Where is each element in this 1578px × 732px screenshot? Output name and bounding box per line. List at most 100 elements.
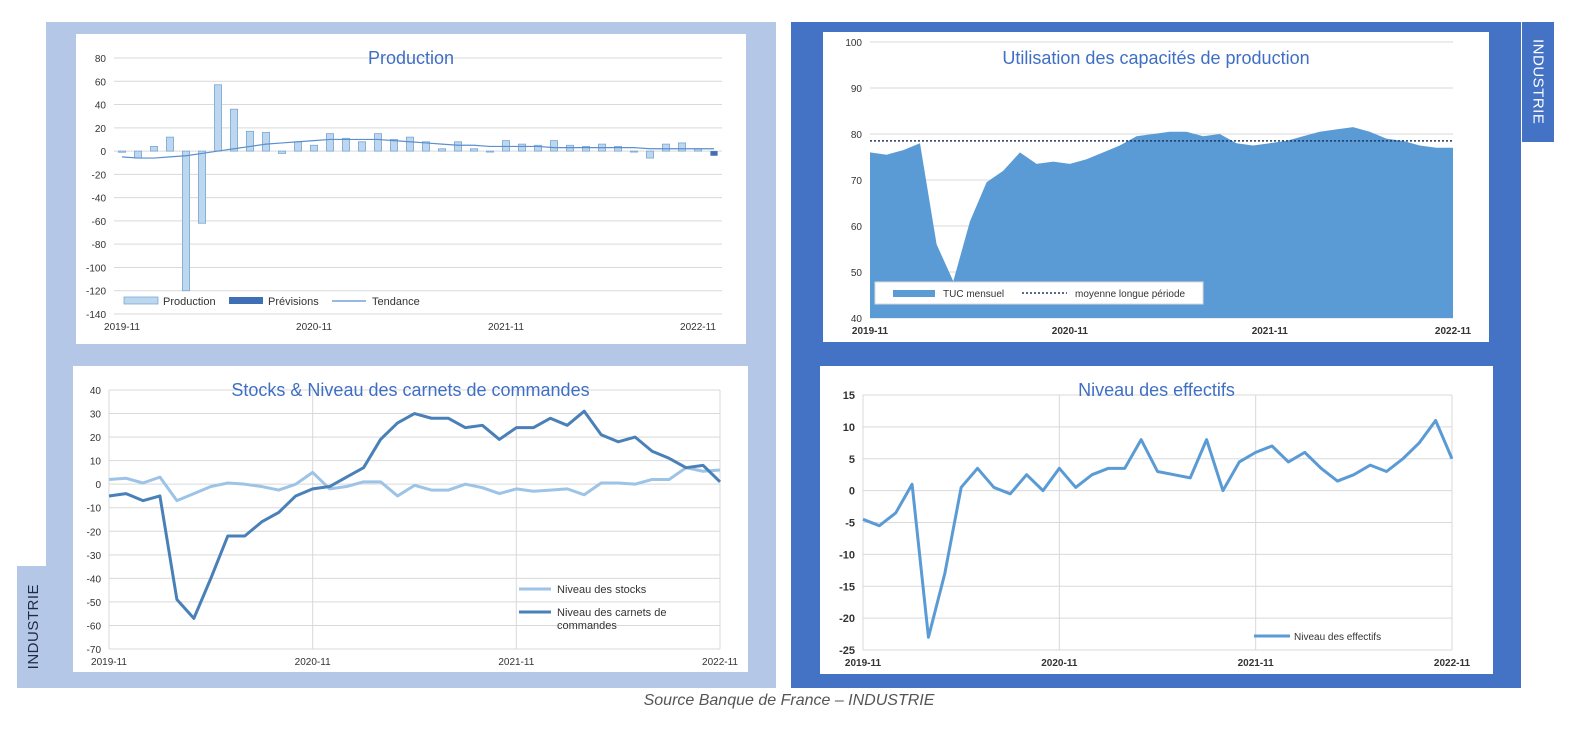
y-tick-label: -60 [92,217,107,228]
production-bar [373,133,382,152]
y-tick-label: -20 [92,170,107,181]
y-tick-label: 20 [95,124,107,135]
production-bar [405,136,414,152]
production-bar [421,141,430,152]
y-tick-label: 10 [843,422,855,434]
y-tick-label: 40 [95,101,107,112]
production-bar [533,144,542,152]
legend-label-carnets: Niveau des carnets de commandes [557,607,666,632]
tuc-chart-card: 100 90 80 70 60 50 40 2019-11 2020-11 2021-11 2022… [823,32,1489,342]
y-tick-label: 80 [851,130,863,141]
legend-label-production: Production [163,296,216,308]
production-bar [118,150,127,153]
production-chart-card: 80 60 40 20 0 -20 -40 -60 -80 -100 -120 -140 2019-11… [76,34,746,344]
production-bar [309,144,318,152]
y-tick-label: 15 [843,390,855,402]
legend-label-previsions: Prévisions [268,296,319,308]
production-bar [630,150,639,153]
y-tick-label: 0 [95,480,101,491]
x-tick-label: 2022-11 [702,657,738,668]
production-bar [293,141,302,152]
legend-swatch-previsions [229,297,263,304]
production-bar [325,133,334,152]
stocks-line [108,466,721,503]
production-bar [341,137,350,152]
y-tick-label: -40 [92,194,107,205]
y-tick-label: -25 [839,645,855,657]
production-bar [517,143,526,152]
y-tick-label: -30 [87,551,102,562]
x-tick-label: 2019-11 [91,657,127,668]
y-tick-label: 40 [851,314,863,325]
production-bar [229,108,238,152]
legend-label-effectifs: Niveau des effectifs [1294,632,1381,643]
y-tick-label: -20 [87,527,102,538]
legend-label-carnets-line2: commandes [557,620,617,632]
production-chart-title: Production [367,48,455,68]
legend-label-tuc: TUC mensuel [943,289,1004,300]
production-bar [614,146,623,152]
x-tick-label: 2022-11 [1435,326,1472,337]
y-tick-label: -10 [839,549,855,561]
production-chart: 80 60 40 20 0 -20 -40 -60 -80 -100 -120 -1402019-11… [86,54,722,333]
production-bar [485,150,494,153]
x-tick-label: 2021-11 [488,322,524,333]
tendance-line [121,138,714,159]
legend-swatch-tuc [893,290,935,297]
production-bar [261,132,270,152]
legend-swatch-production [123,296,159,305]
x-tick-label: 2020-11 [296,322,332,333]
y-tick-label: 10 [90,457,102,468]
x-tick-label: 2021-11 [498,657,534,668]
y-tick-label: 100 [845,38,862,49]
y-tick-label: 70 [851,176,863,187]
y-tick-label: 40 [90,386,102,397]
y-tick-label: 90 [851,84,863,95]
production-bar [198,150,207,224]
x-tick-label: 2019-11 [852,326,889,337]
side-tab-bottom-left-label: INDUSTRIE [24,584,42,670]
prevision-bar [710,151,718,156]
y-tick-label: 50 [851,268,863,279]
legend-label-carnets-line1: Niveau des carnets de [557,607,666,619]
y-tick-label: -5 [845,518,855,530]
x-tick-label: 2020-11 [1052,326,1089,337]
stocks-chart-title: Stocks & Niveau des carnets de commandes [231,380,590,400]
production-bar [166,136,175,152]
x-tick-label: 2020-11 [295,657,331,668]
y-tick-label: 0 [849,486,855,498]
production-bar [277,150,286,154]
y-tick-label: 60 [95,77,107,88]
production-bar [357,141,366,152]
y-tick-label: 20 [90,433,102,444]
x-tick-label: 2021-11 [1238,658,1275,669]
x-tick-label: 2019-11 [845,658,882,669]
production-bar [469,148,478,152]
y-tick-label: -70 [87,645,102,656]
tuc-area [870,127,1453,318]
y-tick-label: 0 [100,147,106,158]
production-bar [662,143,671,152]
y-tick-label: -140 [86,310,106,321]
production-bar [678,142,687,152]
side-tab-bottom-left: INDUSTRIE [17,566,49,688]
x-tick-label: 2022-11 [680,322,716,333]
x-tick-label: 2020-11 [1041,658,1078,669]
y-tick-label: -20 [839,613,855,625]
legend-label-stocks: Niveau des stocks [557,584,647,596]
production-bar [182,150,191,292]
source-caption: Source Banque de France – INDUSTRIE [643,692,935,709]
y-tick-label: -100 [86,263,106,274]
x-tick-label: 2022-11 [1434,658,1471,669]
y-tick-label: -60 [87,621,102,632]
y-tick-label: -80 [92,240,107,251]
legend-label-tendance: Tendance [372,296,420,308]
y-tick-label: -50 [87,598,102,609]
production-bar [213,84,222,152]
legend-label-moyenne: moyenne longue période [1075,289,1186,300]
y-tick-label: 30 [90,410,102,421]
production-bar [134,150,143,159]
